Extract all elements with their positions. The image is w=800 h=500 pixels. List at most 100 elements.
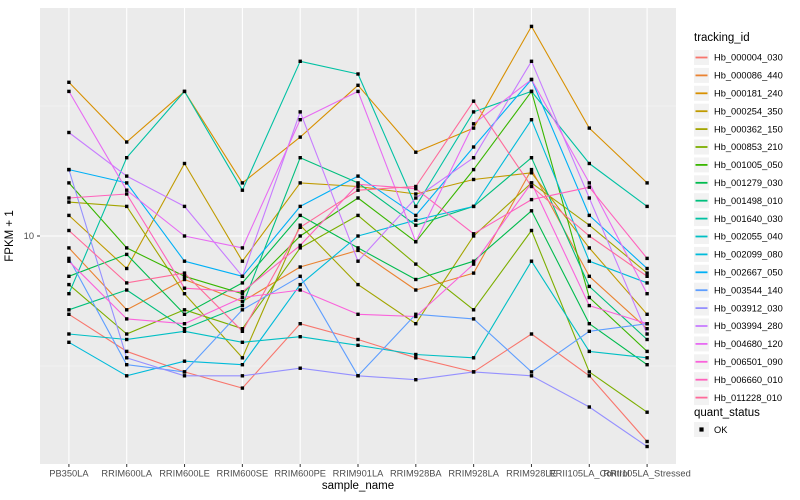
data-point (529, 181, 534, 185)
data-point (240, 327, 245, 331)
data-point (356, 259, 360, 263)
legend-entry-label: Hb_002099_080 (714, 250, 783, 260)
data-point (125, 281, 129, 285)
data-point (240, 281, 245, 285)
legend-entry-label: Hb_006660_010 (714, 375, 783, 385)
data-point (645, 266, 649, 271)
data-point (182, 374, 187, 378)
data-point (471, 156, 476, 160)
data-point (67, 130, 71, 135)
data-point (587, 246, 591, 250)
data-point (125, 246, 129, 250)
data-point (298, 204, 302, 209)
data-point (414, 150, 418, 154)
data-point (356, 188, 360, 192)
data-point (240, 295, 245, 300)
data-point (645, 349, 649, 354)
data-point (645, 281, 649, 285)
data-point (125, 356, 129, 360)
data-point (645, 337, 649, 342)
x-tick-label: PB350LA (49, 469, 89, 479)
data-point (356, 374, 360, 378)
data-point (587, 303, 591, 308)
data-point (67, 292, 71, 296)
data-point (356, 213, 360, 218)
data-point (471, 262, 476, 266)
data-point (414, 322, 418, 326)
data-point (356, 312, 360, 316)
data-point (356, 89, 360, 94)
data-point (414, 240, 418, 244)
data-point (298, 274, 302, 278)
data-point (587, 223, 591, 227)
data-point (182, 312, 187, 316)
data-point (298, 223, 302, 227)
data-point (240, 246, 245, 250)
data-point (240, 356, 245, 360)
data-point (240, 363, 245, 367)
data-point (587, 181, 591, 185)
legend-entry-label: Hb_002667_050 (714, 268, 783, 278)
data-point (587, 374, 591, 378)
data-point (182, 259, 187, 263)
data-point (356, 337, 360, 342)
data-point (529, 156, 534, 160)
data-point (182, 161, 187, 166)
legend-entry-label: Hb_000254_350 (714, 106, 783, 116)
data-point (645, 327, 649, 331)
data-point (529, 118, 534, 122)
data-point (67, 259, 71, 263)
data-point (356, 248, 360, 253)
data-point (529, 259, 534, 263)
data-point (414, 196, 418, 200)
x-tick-label: RRIM901LA (333, 469, 384, 479)
data-point (414, 288, 418, 292)
data-point (182, 329, 187, 333)
legend-quant-entry: OK (694, 422, 728, 437)
data-point (529, 24, 534, 29)
data-point (471, 122, 476, 126)
data-point (356, 72, 360, 76)
data-point (529, 374, 534, 378)
x-tick-label: RRII105LA_Control (549, 469, 630, 479)
data-point (125, 288, 129, 292)
data-point (240, 308, 245, 312)
data-point (125, 181, 129, 185)
data-point (356, 282, 360, 287)
data-point (182, 234, 187, 238)
data-point (125, 156, 129, 160)
data-point (240, 374, 245, 378)
data-point (240, 299, 245, 304)
data-point (356, 184, 360, 189)
data-point (298, 118, 302, 122)
data-point (645, 322, 649, 326)
data-point (67, 332, 71, 336)
data-point (182, 292, 187, 296)
data-point (529, 197, 534, 202)
legend-entry-label: Hb_001498_010 (714, 196, 783, 206)
data-point (414, 213, 418, 218)
x-tick-label: RRIM928LA (448, 469, 499, 479)
data-point (182, 274, 187, 278)
data-point (414, 312, 418, 316)
data-point (67, 213, 71, 218)
data-point (645, 410, 649, 414)
data-point (645, 181, 649, 185)
data-point (529, 228, 534, 233)
data-point (587, 126, 591, 130)
data-point (298, 135, 302, 139)
x-tick-label: RRIM600LA (101, 469, 152, 479)
data-point (67, 196, 71, 200)
data-point (471, 232, 476, 236)
data-point (414, 223, 418, 227)
data-point (645, 271, 649, 275)
data-point (67, 80, 71, 84)
data-point (414, 187, 418, 191)
data-point (67, 167, 71, 172)
data-point (645, 292, 649, 296)
data-point (414, 277, 418, 282)
data-point (125, 252, 129, 257)
data-point (125, 337, 129, 342)
